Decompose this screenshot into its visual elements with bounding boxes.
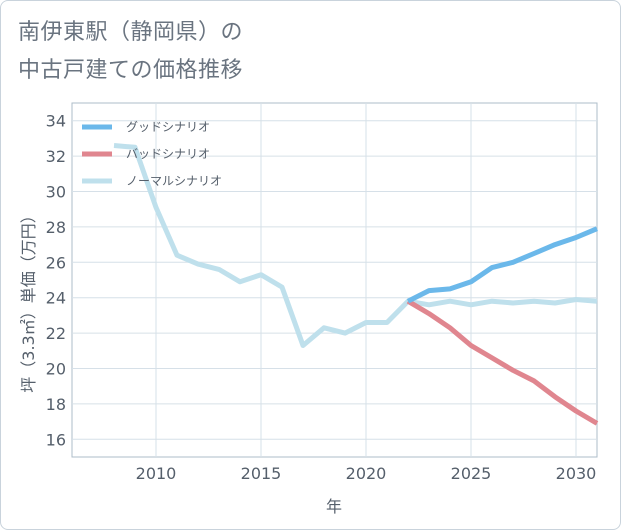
- y-tick-label: 24: [46, 289, 66, 308]
- y-tick-label: 20: [46, 360, 66, 379]
- plot-area: [71, 102, 598, 458]
- series-line-1: [406, 299, 599, 426]
- y-tick-label: 32: [46, 147, 66, 166]
- x-tick-label: 2025: [451, 464, 492, 483]
- chart-title: 南伊東駅（静岡県）の 中古戸建ての価格推移: [18, 14, 243, 90]
- series-layer: [113, 143, 599, 426]
- y-tick-label: 34: [46, 112, 66, 131]
- x-axis-label: 年: [326, 497, 342, 516]
- series-line-0: [406, 226, 598, 304]
- series-line-2: [113, 143, 598, 348]
- y-tick-label: 16: [46, 430, 66, 449]
- legend-label-2: ノーマルシナリオ: [126, 174, 222, 188]
- y-axis-label: 坪（3.3㎡）単価（万円）: [19, 207, 38, 392]
- y-tick-label: 30: [46, 183, 66, 202]
- y-tick-label: 18: [46, 395, 66, 414]
- x-tick-label: 2010: [136, 464, 177, 483]
- y-tick-label: 22: [46, 324, 66, 343]
- x-tick-label: 2020: [346, 464, 387, 483]
- x-tick-label: 2015: [241, 464, 282, 483]
- y-tick-label: 28: [46, 218, 66, 237]
- chart-title-line2: 中古戸建ての価格推移: [18, 58, 244, 83]
- y-tick-label: 26: [46, 253, 66, 272]
- chart-title-line1: 南伊東駅（静岡県）の: [18, 20, 244, 45]
- axis-ticks: 16 18 20 22 24 26 28 30 32 34 2010 2015 2020 2025 2030: [46, 112, 597, 483]
- x-tick-label: 2030: [556, 464, 597, 483]
- legend-label-1: バッドシナリオ: [126, 147, 210, 161]
- legend-label-0: グッドシナリオ: [126, 120, 210, 134]
